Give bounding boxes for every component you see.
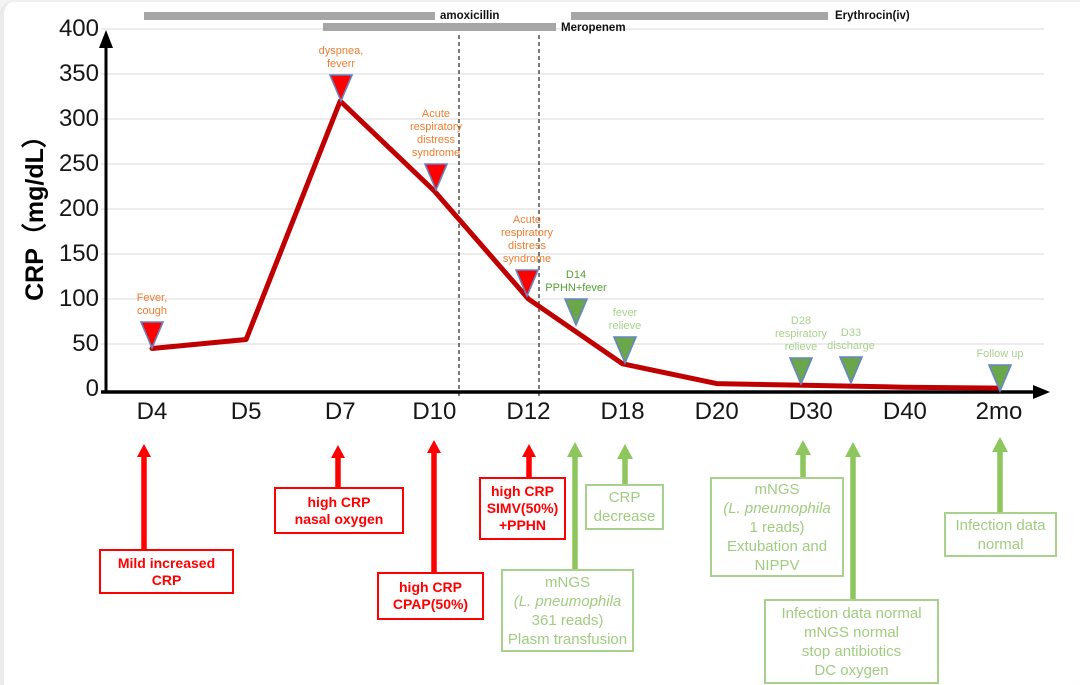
event-marker-label: Acute respiratory distress syndrome (410, 108, 462, 159)
annotation-box-line: 361 reads) (531, 611, 604, 629)
y-tick-label: 350 (58, 60, 99, 87)
x-tick-label: 2mo (975, 398, 1023, 425)
annotation-box-line: nasal oxygen (294, 510, 384, 527)
annotation-box-line: Mild increased (117, 554, 216, 571)
therapy-bar (144, 12, 435, 20)
annotation-box-line: stop antibiotics (801, 642, 902, 660)
event-marker-label: D33 discharge (827, 327, 875, 352)
event-marker-label: Acute respiratory distress syndrome (501, 214, 553, 265)
annotation-box: high CRP SIMV(50%) +PPHN (479, 477, 566, 540)
annotation-arrow-head (795, 440, 811, 455)
x-tick-label: D7 (324, 398, 356, 425)
annotation-box-line: 1 reads) (749, 518, 805, 536)
therapy-bar-label: Meropenem (561, 22, 626, 34)
event-marker-label: dyspnea, feverr (318, 45, 364, 70)
y-tick-label: 100 (58, 285, 99, 312)
annotation-box-line: normal (977, 535, 1024, 553)
annotation-box: mNGS (L. pneumophila 361 reads) Plasm trans… (501, 569, 634, 652)
event-marker-red-triangle-icon (423, 163, 449, 193)
therapy-bar (323, 23, 556, 31)
annotation-arrow-head (427, 440, 441, 453)
annotation-box-line: Infection data (955, 516, 1046, 534)
annotation-box-line: Plasm transfusion (507, 630, 628, 648)
annotation-box-line: mNGS (754, 480, 800, 498)
annotation-box-line: CRP (608, 489, 641, 506)
event-marker-label: D28 respiratory relieve (775, 315, 827, 353)
annotation-arrow-head (522, 444, 536, 457)
annotation-box-line: mNGS (545, 573, 590, 591)
annotation-box-line: DC oxygen (814, 661, 889, 679)
x-tick-label: D20 (694, 398, 739, 425)
y-tick-label: 0 (85, 375, 99, 402)
annotation-arrow-head (992, 437, 1008, 452)
annotation-box-line: +PPHN (498, 517, 547, 533)
annotation-box-line: mNGS normal (803, 623, 900, 641)
annotation-box-line: Infection data normal (781, 604, 922, 622)
event-marker-label: Follow up (976, 348, 1024, 360)
event-marker-red-triangle-icon (328, 74, 354, 104)
annotation-box-line: CRP (151, 571, 182, 588)
y-tick-label: 150 (58, 240, 99, 267)
annotation-box-line: SIMV(50%) (486, 500, 559, 516)
annotation-box: Infection data normal (944, 512, 1057, 557)
annotation-box-line: high CRP (491, 483, 554, 499)
x-tick-label: D5 (230, 398, 262, 425)
event-marker-green-triangle-icon (612, 336, 638, 366)
x-tick-label: D12 (506, 398, 551, 425)
annotation-arrow-head (567, 442, 583, 457)
y-tick-label: 300 (58, 105, 99, 132)
annotation-box-line: (L. pneumophila (513, 592, 622, 610)
y-tick-label: 250 (58, 150, 99, 177)
crp-line (149, 98, 1002, 391)
x-tick-label: D4 (136, 398, 168, 425)
annotation-box: high CRP CPAP(50%) (377, 572, 484, 620)
y-tick-label: 200 (58, 195, 99, 222)
annotation-arrow-head (845, 442, 861, 457)
event-marker-green-triangle-icon (987, 364, 1013, 394)
annotation-box-line: CPAP(50%) (392, 596, 469, 612)
annotation-box-line: high CRP (307, 493, 371, 510)
event-marker-green-triangle-icon (563, 298, 589, 328)
annotation-box-line: high CRP (399, 579, 462, 595)
x-tick-label: D40 (882, 398, 927, 425)
annotation-box: CRP decrease (585, 484, 664, 530)
event-marker-label: fever relieve (608, 307, 642, 332)
annotation-arrow-head (617, 444, 633, 459)
x-tick-label: D30 (788, 398, 833, 425)
y-tick-label: 50 (72, 330, 99, 357)
annotation-arrow-head (331, 445, 345, 458)
chart-label-layer: CRP（mg/dL） 400 350 300 250 200 150 100 50 0 D4 D5 D… (4, 2, 1080, 685)
therapy-bar-label: amoxicillin (440, 10, 500, 22)
annotation-box: Mild increased CRP (99, 549, 234, 594)
x-tick-label: D10 (412, 398, 457, 425)
therapy-bar-label: Erythrocin(iv) (835, 10, 910, 22)
x-tick-label: D18 (600, 398, 645, 425)
crp-chart-canvas (99, 28, 1050, 599)
y-tick-label: 400 (58, 15, 99, 42)
event-marker-label: D14 PPHN+fever (545, 269, 607, 294)
annotation-box-line: NIPPV (754, 556, 800, 574)
event-marker-label: Fever, cough (136, 292, 168, 317)
annotation-box: mNGS (L. pneumophila 1 reads) Extubation an… (710, 477, 844, 577)
event-marker-red-triangle-icon (139, 321, 165, 351)
annotation-box-line: (L. pneumophila (723, 499, 831, 517)
event-marker-red-triangle-icon (514, 269, 540, 299)
event-marker-green-triangle-icon (838, 356, 864, 386)
event-marker-green-triangle-icon (788, 357, 814, 387)
annotation-box-line: Extubation and (726, 537, 828, 555)
y-axis-arrowhead (99, 30, 113, 48)
annotation-box: high CRP nasal oxygen (274, 487, 404, 534)
annotation-arrow-head (137, 444, 151, 457)
annotation-box-line: decrease (593, 508, 656, 525)
annotation-box: Infection data normal mNGS normal stop ant… (764, 599, 939, 684)
x-axis-arrowhead (1033, 385, 1050, 399)
therapy-bar (571, 12, 828, 20)
